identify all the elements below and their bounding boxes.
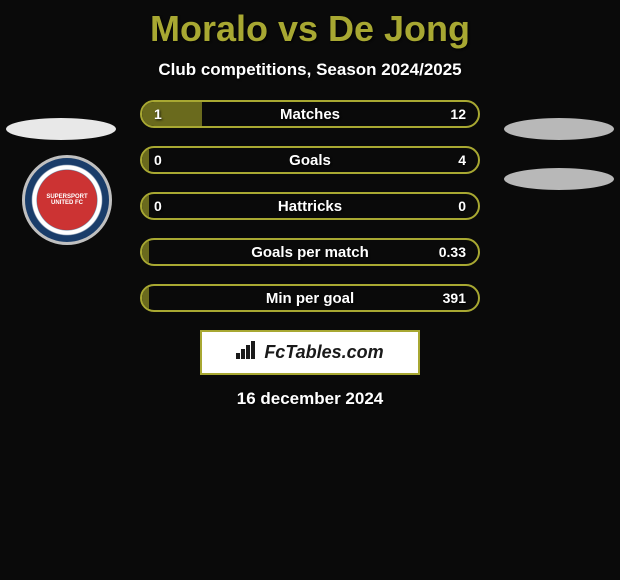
player-right-marker-1 <box>504 118 614 140</box>
footer-brand-logo: FcTables.com <box>200 330 420 375</box>
stats-container: SUPERSPORT UNITED FC 1 Matches 12 0 Goal… <box>0 100 620 409</box>
stats-bars-area: 1 Matches 12 0 Goals 4 0 Hattricks 0 Goa… <box>140 100 480 312</box>
stat-label: Hattricks <box>278 198 342 215</box>
stat-fill <box>142 148 149 172</box>
stat-label: Matches <box>280 106 340 123</box>
stat-label: Goals per match <box>251 244 369 261</box>
stat-left-value: 1 <box>154 106 162 122</box>
footer-brand-text: FcTables.com <box>264 342 383 363</box>
club-badge-text: SUPERSPORT UNITED FC <box>37 194 97 206</box>
stat-bar-hattricks: 0 Hattricks 0 <box>140 192 480 220</box>
stat-right-value: 12 <box>450 106 466 122</box>
comparison-date: 16 december 2024 <box>0 389 620 409</box>
stat-label: Goals <box>289 152 331 169</box>
club-badge: SUPERSPORT UNITED FC <box>22 155 112 245</box>
stat-left-value: 0 <box>154 198 162 214</box>
stat-bar-goals: 0 Goals 4 <box>140 146 480 174</box>
player-left-marker <box>6 118 116 140</box>
stat-right-value: 391 <box>443 290 466 306</box>
stat-fill <box>142 102 202 126</box>
stat-fill <box>142 286 149 310</box>
comparison-title: Moralo vs De Jong <box>0 0 620 50</box>
stat-fill <box>142 240 149 264</box>
player-right-marker-2 <box>504 168 614 190</box>
stat-fill <box>142 194 149 218</box>
stat-label: Min per goal <box>266 290 354 307</box>
stat-bar-matches: 1 Matches 12 <box>140 100 480 128</box>
stat-right-value: 0 <box>458 198 466 214</box>
stat-left-value: 0 <box>154 152 162 168</box>
chart-icon <box>236 341 258 364</box>
stat-bar-goals-per-match: Goals per match 0.33 <box>140 238 480 266</box>
stat-bar-min-per-goal: Min per goal 391 <box>140 284 480 312</box>
stat-right-value: 4 <box>458 152 466 168</box>
comparison-subtitle: Club competitions, Season 2024/2025 <box>0 60 620 80</box>
stat-right-value: 0.33 <box>439 244 466 260</box>
